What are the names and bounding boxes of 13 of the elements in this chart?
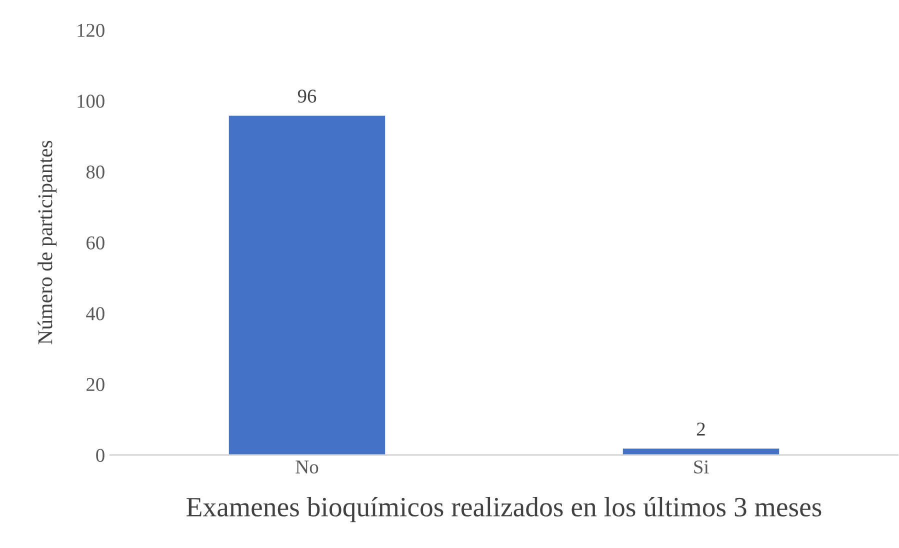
x-tick-label: No: [296, 460, 318, 474]
data-label: 2: [696, 422, 705, 436]
y-tick-label: 0: [96, 448, 104, 462]
y-tick-label: 100: [78, 94, 104, 108]
y-tick-label: 60: [86, 236, 104, 250]
x-axis-title: Examenes bioquímicos realizados en los últimos 3 meses: [186, 496, 822, 522]
y-tick-label: 80: [86, 165, 104, 179]
x-tick-label: Si: [694, 460, 709, 474]
y-axis-title: Número de participantes: [38, 140, 57, 344]
y-tick-label: 120: [78, 24, 104, 37]
y-tick-label: 20: [86, 378, 104, 392]
y-tick-label: 40: [86, 307, 104, 320]
data-label: 96: [298, 90, 316, 103]
